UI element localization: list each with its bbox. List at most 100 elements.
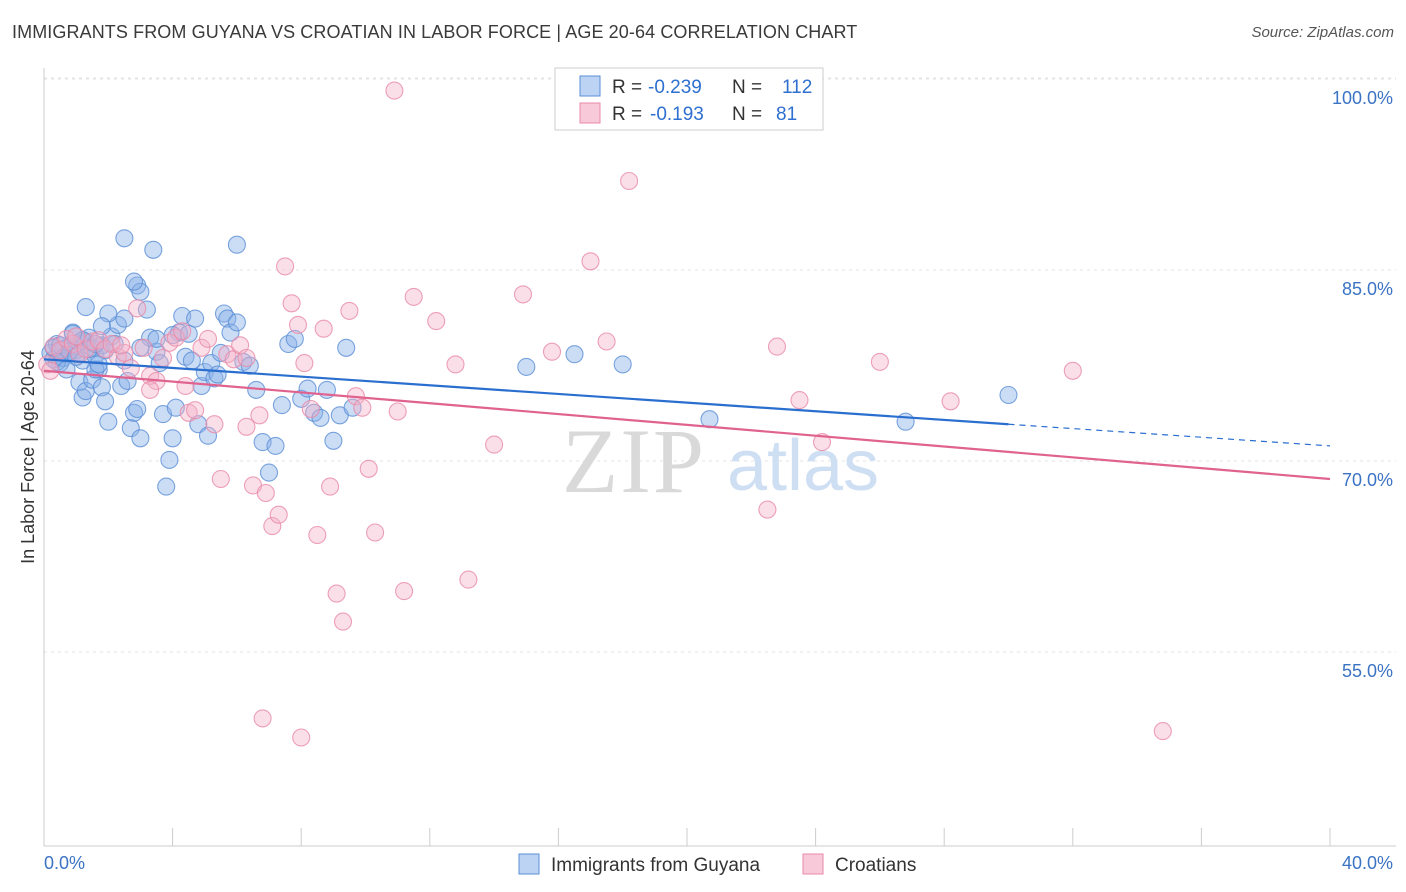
legend-swatch-guyana xyxy=(579,75,601,97)
croatians-point xyxy=(205,415,224,434)
croatians-point xyxy=(366,523,385,542)
croatians-point xyxy=(597,332,616,351)
guyana-point xyxy=(221,323,240,342)
croatians-point xyxy=(620,171,639,191)
croatians-point xyxy=(308,525,327,545)
guyana-point xyxy=(157,477,176,496)
legend-n-label-croatians: N = xyxy=(732,104,762,125)
croatians-point xyxy=(301,399,320,419)
croatians-point xyxy=(870,352,889,371)
croatians-point xyxy=(128,299,147,318)
guyana-point xyxy=(186,309,205,328)
guyana-point xyxy=(896,412,915,431)
croatians-point xyxy=(340,301,359,320)
bottom-legend-swatch-croatians xyxy=(802,853,824,875)
croatians-point xyxy=(292,728,311,747)
bottom-legend-label-croatians: Croatians xyxy=(835,855,916,876)
croatians-point xyxy=(237,348,256,368)
croatians-point xyxy=(427,312,446,331)
guyana-point xyxy=(343,398,362,417)
guyana-point xyxy=(160,450,179,469)
croatians-point xyxy=(282,294,301,313)
legend-swatch-croatians xyxy=(579,102,601,124)
guyana-point xyxy=(324,431,343,450)
legend-r-value-guyana: -0.239 xyxy=(648,77,702,98)
legend-r-label-guyana: R = xyxy=(612,77,642,98)
guyana-point xyxy=(517,357,536,376)
stats-legend: R = -0.239 N = 112 R = -0.193 N = 81 xyxy=(554,67,824,131)
watermark-zip: ZIP xyxy=(562,410,706,512)
croatians-point xyxy=(767,337,787,356)
guyana-point xyxy=(124,272,144,291)
croatians-point xyxy=(1063,361,1082,380)
x-tick-label-min: 0.0% xyxy=(44,853,85,873)
croatians-point xyxy=(250,406,269,425)
croatians-point xyxy=(186,401,205,420)
legend-r-value-croatians: -0.193 xyxy=(650,104,704,125)
guyana-point xyxy=(92,317,111,336)
guyana-point xyxy=(208,365,227,384)
chart-title: IMMIGRANTS FROM GUYANA VS CROATIAN IN LA… xyxy=(12,22,858,42)
guyana-point xyxy=(99,412,118,431)
croatians-point xyxy=(256,483,275,503)
croatians-point xyxy=(211,469,230,489)
croatians-point xyxy=(67,327,86,346)
guyana-point xyxy=(266,436,285,455)
croatians-point xyxy=(141,380,160,399)
croatians-point xyxy=(269,505,288,524)
croatians-point xyxy=(1153,722,1172,741)
guyana-point xyxy=(700,410,719,429)
guyana-point xyxy=(613,355,632,374)
guyana-point xyxy=(76,298,95,317)
croatians-point xyxy=(395,582,414,601)
croatians-point xyxy=(404,287,423,306)
croatians-point xyxy=(253,709,272,728)
croatians-point xyxy=(276,257,295,276)
croatians-point xyxy=(112,336,131,355)
guyana-point xyxy=(285,329,304,348)
guyana-point xyxy=(337,338,356,357)
croatians-point xyxy=(359,459,378,478)
croatians-point xyxy=(321,477,340,496)
guyana-point xyxy=(227,313,246,332)
y-tick-label-70: 70.0% xyxy=(1342,470,1393,490)
guyana-point xyxy=(128,399,147,419)
legend-n-label-guyana: N = xyxy=(732,77,762,98)
guyana-point xyxy=(131,429,150,448)
croatians-point xyxy=(166,328,185,347)
croatians-point xyxy=(121,359,140,378)
croatians-point xyxy=(153,348,173,368)
y-tick-label-55: 55.0% xyxy=(1342,661,1393,681)
croatians-point xyxy=(459,570,478,589)
x-tick-label-max: 40.0% xyxy=(1342,853,1393,873)
croatians-point xyxy=(134,338,153,357)
croatians-point xyxy=(385,81,404,100)
croatians-point xyxy=(295,354,314,373)
croatians-point xyxy=(485,435,504,454)
croatians-point xyxy=(790,391,809,410)
series-guyana-points xyxy=(41,229,1018,496)
trend-line-guyana-extension xyxy=(1008,423,1331,447)
croatians-point xyxy=(76,340,95,359)
bottom-legend-swatch-guyana xyxy=(518,853,540,875)
croatians-point xyxy=(542,342,562,361)
croatians-point xyxy=(446,355,465,374)
croatians-point xyxy=(314,319,333,338)
guyana-point xyxy=(144,240,163,259)
y-tick-label-100: 100.0% xyxy=(1332,88,1393,108)
guyana-point xyxy=(565,345,584,364)
guyana-point xyxy=(214,304,234,323)
guyana-point xyxy=(218,309,237,328)
guyana-point xyxy=(272,396,291,415)
guyana-point xyxy=(115,309,134,328)
croatians-point xyxy=(237,417,256,436)
croatians-point xyxy=(513,285,533,304)
guyana-point xyxy=(57,360,76,379)
guyana-point xyxy=(96,392,115,411)
watermark-atlas: atlas xyxy=(727,426,879,506)
croatians-point xyxy=(581,252,600,271)
guyana-point xyxy=(999,385,1018,405)
croatians-point xyxy=(198,329,218,348)
croatians-point xyxy=(327,584,346,603)
guyana-point xyxy=(198,426,218,445)
